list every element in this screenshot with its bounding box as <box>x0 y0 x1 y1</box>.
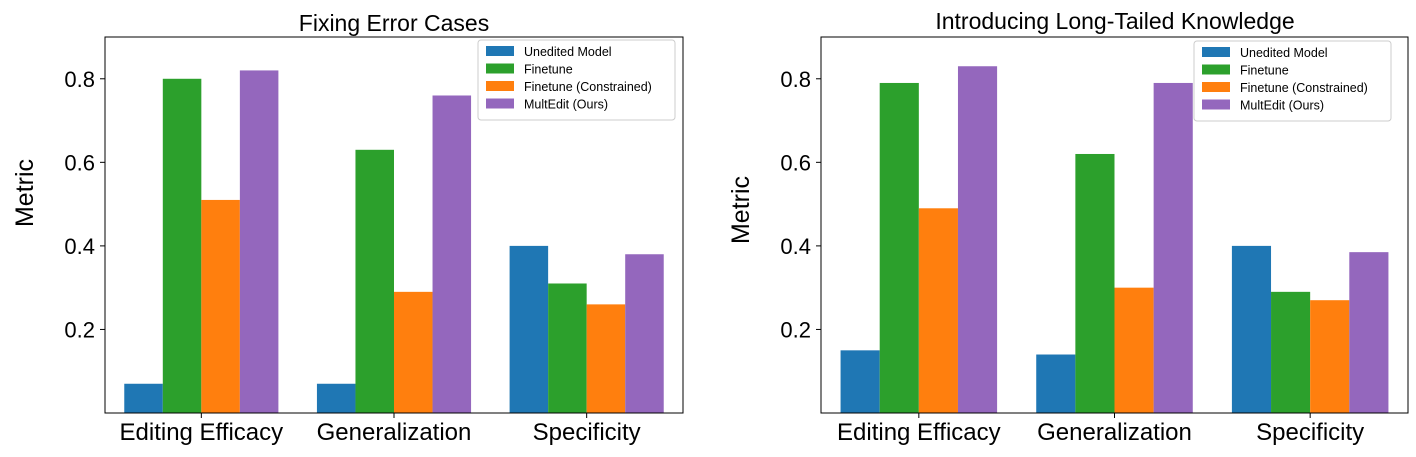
bar-unedited-model-editing-efficacy <box>124 383 163 413</box>
y-axis-label: Metric <box>727 176 755 244</box>
x-tick-label-specificity: Specificity <box>533 419 641 446</box>
chart-title: Introducing Long-Tailed Knowledge <box>935 8 1294 34</box>
bar-finetune-specificity <box>548 283 587 413</box>
bar-finetune-generalization <box>355 149 394 414</box>
legend-label-unedited-model: Unedited Model <box>524 45 612 59</box>
legend-label-multedit-ours: MultEdit (Ours) <box>1240 99 1324 113</box>
bar-finetune-constrained-editing-efficacy <box>201 199 240 413</box>
legend-swatch-finetune-constrained <box>486 81 514 91</box>
chart-fixing-error-cases: Fixing Error Cases Metric 0.2 0.4 0.6 0.8 Edit… <box>0 0 700 457</box>
chart-title: Fixing Error Cases <box>299 10 489 36</box>
x-tick-label-editing-efficacy: Editing Efficacy <box>837 419 1001 446</box>
bar-unedited-model-specificity <box>509 245 549 413</box>
bar-finetune-constrained-specificity <box>1310 300 1350 413</box>
bar-multedit-ours-generalization <box>1153 82 1193 413</box>
legend-swatch-finetune <box>486 63 514 74</box>
legend-label-finetune: Finetune <box>1240 64 1289 78</box>
bar-finetune-generalization <box>1075 153 1115 413</box>
y-tick-label: 0.2 <box>64 317 95 342</box>
bar-multedit-ours-specificity <box>1349 252 1389 413</box>
bar-finetune-constrained-generalization <box>1114 287 1154 413</box>
bar-finetune-specificity <box>1271 291 1311 413</box>
legend-swatch-multedit-ours <box>486 98 514 109</box>
y-tick-label: 0.6 <box>64 150 95 175</box>
chart-long-tailed-knowledge: Introducing Long-Tailed Knowledge Metric 0… <box>712 0 1416 457</box>
legend-swatch-finetune-constrained <box>1202 82 1230 92</box>
y-tick-label: 0.8 <box>780 67 811 92</box>
legend-swatch-unedited-model <box>1202 47 1230 57</box>
bar-multedit-ours-generalization <box>432 95 472 413</box>
y-tick-label: 0.4 <box>780 234 811 259</box>
chart-long-tailed-knowledge-svg: Introducing Long-Tailed Knowledge Metric 0… <box>727 8 1409 446</box>
chart-fixing-error-cases-svg: Fixing Error Cases Metric 0.2 0.4 0.6 0.8 Edit… <box>11 10 684 446</box>
legend-label-finetune-constrained: Finetune (Constrained) <box>1240 81 1368 95</box>
legend-box <box>1193 40 1392 122</box>
bar-multedit-ours-editing-efficacy <box>957 66 998 413</box>
bar-multedit-ours-specificity <box>625 254 664 413</box>
plot-frame <box>104 36 684 414</box>
y-tick-label: 0.6 <box>780 150 811 175</box>
legend-swatch-unedited-model <box>486 46 514 56</box>
legend-label-finetune: Finetune <box>524 63 573 77</box>
bar-finetune-constrained-editing-efficacy <box>918 208 958 413</box>
x-tick-label-specificity: Specificity <box>1256 419 1364 446</box>
bar-unedited-model-specificity <box>1231 245 1272 413</box>
legend-swatch-finetune <box>1202 64 1230 75</box>
legend-swatch-multedit-ours <box>1202 99 1230 110</box>
bar-finetune-editing-efficacy <box>879 82 919 413</box>
y-tick-label: 0.8 <box>64 67 95 92</box>
legend-label-unedited-model: Unedited Model <box>1240 46 1328 60</box>
bar-unedited-model-generalization <box>1036 354 1076 413</box>
y-tick-label: 0.4 <box>64 234 95 259</box>
plot-frame <box>820 36 1409 414</box>
x-tick-label-generalization: Generalization <box>1037 419 1192 446</box>
bar-unedited-model-generalization <box>316 383 356 413</box>
x-tick-label-generalization: Generalization <box>317 419 472 446</box>
bar-unedited-model-editing-efficacy <box>840 350 880 413</box>
bar-finetune-editing-efficacy <box>162 78 202 414</box>
bar-finetune-constrained-generalization <box>394 291 433 413</box>
legend: Unedited Model Finetune Finetune (Constrai… <box>1193 40 1392 122</box>
x-tick-label-editing-efficacy: Editing Efficacy <box>120 419 284 446</box>
bar-finetune-constrained-specificity <box>586 304 626 413</box>
legend-label-multedit-ours: MultEdit (Ours) <box>524 98 608 112</box>
y-axis-label: Metric <box>11 159 39 227</box>
bar-multedit-ours-editing-efficacy <box>239 70 279 413</box>
legend-box <box>477 39 676 121</box>
legend-label-finetune-constrained: Finetune (Constrained) <box>524 80 652 94</box>
legend: Unedited Model Finetune Finetune (Constrai… <box>477 39 676 121</box>
y-tick-label: 0.2 <box>780 317 811 342</box>
